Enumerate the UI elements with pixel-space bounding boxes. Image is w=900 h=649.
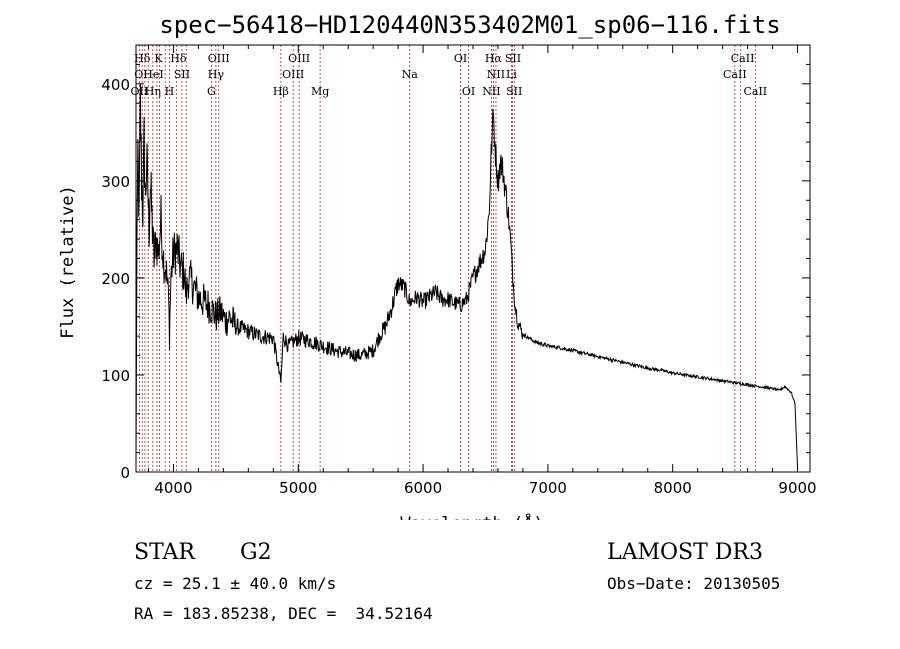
x-tick-label-2: 6000 — [404, 479, 442, 497]
marker-label-mid-5: Na — [402, 68, 419, 81]
marker-label-low-6: OI — [462, 85, 475, 98]
marker-label-mid-2: SII — [174, 68, 190, 81]
y-tick-label-4: 400 — [101, 76, 130, 94]
coordinates: RA = 183.85238, DEC = 34.52164 — [134, 604, 433, 623]
spectrum-line — [135, 83, 798, 468]
y-tick-label-3: 300 — [101, 173, 130, 191]
y-tick-label-2: 200 — [101, 270, 130, 288]
marker-label-mid-0: OI — [134, 68, 147, 81]
marker-label-low-8: SII — [506, 85, 522, 98]
marker-label-mid-6: NII — [487, 68, 505, 81]
object-type: STAR — [134, 540, 195, 565]
marker-label-top-7: SII — [505, 52, 521, 65]
marker-label-low-4: Hβ — [273, 85, 289, 98]
x-axis: 4000 5000 6000 7000 8000 9000 — [147, 45, 817, 497]
marker-label-top-1: K — [154, 52, 163, 65]
x-tick-label-3: 7000 — [529, 479, 567, 497]
survey-name: LAMOST DR3 — [607, 540, 763, 565]
y-tick-label-1: 100 — [101, 367, 130, 385]
marker-label-mid-1: HeI — [143, 68, 163, 81]
x-tick-label-0: 4000 — [154, 479, 192, 497]
marker-label-low-1: Hη — [145, 85, 161, 98]
marker-label-top-6: Hα — [485, 52, 503, 65]
marker-label-top-2: Hδ — [170, 52, 187, 65]
marker-label-top-4: OIII — [288, 52, 310, 65]
chart-title: spec−56418−HD120440N353402M01_sp06−116.f… — [159, 11, 780, 39]
marker-label-mid-3: Hγ — [208, 68, 225, 81]
marker-label-low-2: H — [165, 85, 175, 98]
x-axis-label: Wavelength (Å) — [400, 512, 543, 520]
marker-label-low-5: Mg — [311, 85, 329, 98]
y-axis: 0 100 200 300 400 — [101, 63, 810, 482]
redshift-velocity: cz = 25.1 ± 40.0 km/s — [134, 574, 337, 593]
x-tick-label-1: 5000 — [279, 479, 317, 497]
marker-label-top-8: CaII — [731, 52, 755, 65]
marker-label-mid-8: CaII — [723, 68, 747, 81]
x-tick-label-4: 8000 — [654, 479, 692, 497]
marker-label-top-0: Hδ — [134, 52, 151, 65]
spectrum-chart: spec−56418−HD120440N353402M01_sp06−116.f… — [58, 11, 817, 520]
observation-date: Obs−Date: 20130505 — [607, 574, 781, 593]
spectral-subclass: G2 — [240, 540, 272, 565]
marker-label-mid-4: OIII — [282, 68, 304, 81]
marker-label-low-9: CaII — [743, 85, 767, 98]
marker-label-mid-7: Li — [506, 68, 517, 81]
marker-label-low-0: OII — [131, 85, 149, 98]
marker-label-top-3: OIII — [208, 52, 230, 65]
y-tick-label-0: 0 — [120, 464, 130, 482]
marker-label-low-3: G — [207, 85, 216, 98]
y-axis-label: Flux (relative) — [58, 185, 78, 339]
plot-frame — [135, 44, 811, 473]
marker-label-top-5: OI — [454, 52, 467, 65]
marker-label-low-7: NII — [482, 85, 500, 98]
x-tick-label-5: 9000 — [778, 479, 816, 497]
